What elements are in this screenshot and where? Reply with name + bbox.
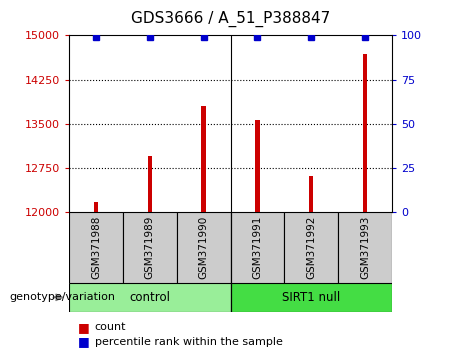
Text: control: control [130,291,170,304]
Bar [338,212,392,283]
Bar [230,212,284,283]
Bar [255,120,260,212]
Bar [201,106,206,212]
Bar [94,202,98,212]
Text: percentile rank within the sample: percentile rank within the sample [95,337,283,347]
Text: ■: ■ [78,321,90,334]
Bar [148,156,152,212]
Text: GSM371990: GSM371990 [199,216,209,279]
Bar [284,212,338,283]
Bar [69,283,230,312]
Text: GSM371989: GSM371989 [145,216,155,279]
Text: GSM371992: GSM371992 [306,216,316,279]
Text: GSM371993: GSM371993 [360,216,370,279]
Text: GDS3666 / A_51_P388847: GDS3666 / A_51_P388847 [131,11,330,27]
Text: GSM371988: GSM371988 [91,216,101,279]
Bar [69,212,123,283]
Text: GSM371991: GSM371991 [252,216,262,279]
Bar [309,176,313,212]
Bar [363,54,367,212]
Bar [230,283,392,312]
Bar [177,212,230,283]
Text: ■: ■ [78,335,90,348]
Text: count: count [95,322,126,332]
Text: SIRT1 null: SIRT1 null [282,291,340,304]
Bar [123,212,177,283]
Text: genotype/variation: genotype/variation [9,292,115,302]
